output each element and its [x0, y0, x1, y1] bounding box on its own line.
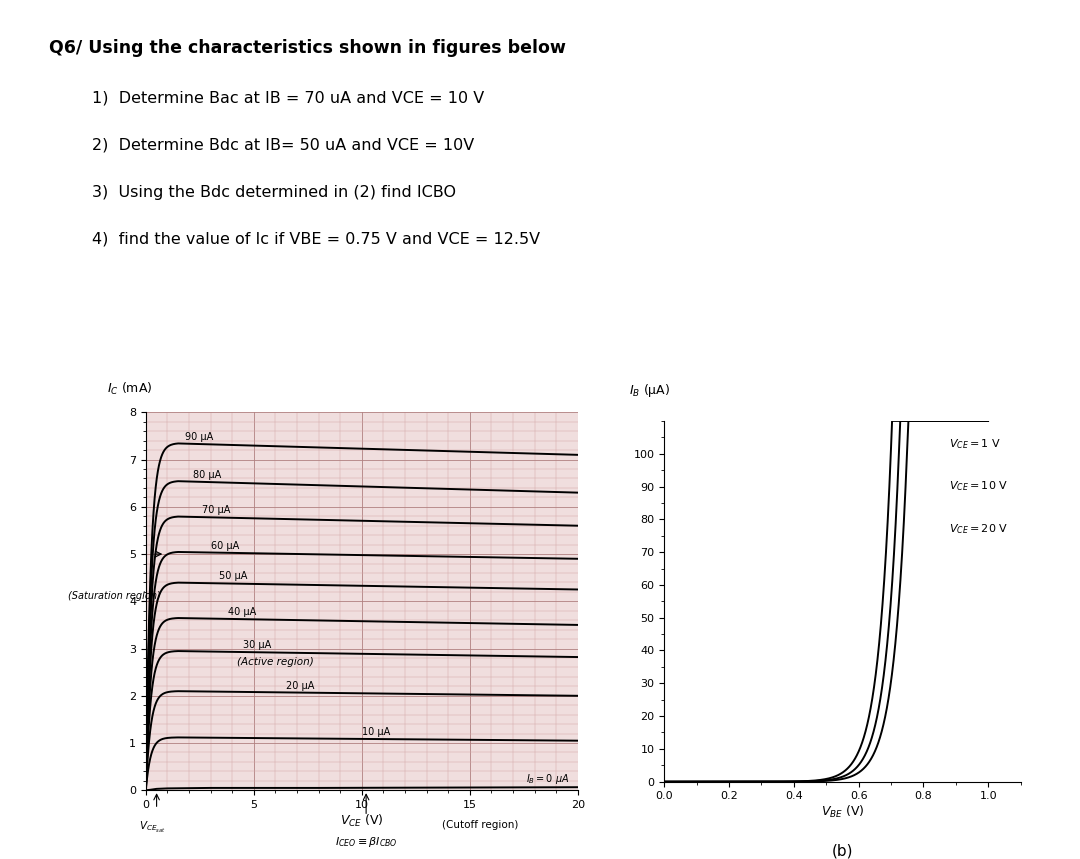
Text: $I_B = 0\ \mu A$: $I_B = 0\ \mu A$: [526, 771, 569, 785]
Text: $V_{CE} = 10$ V: $V_{CE} = 10$ V: [949, 479, 1009, 493]
Text: $I_C$ (mA): $I_C$ (mA): [107, 381, 152, 397]
Text: (Active region): (Active region): [237, 657, 313, 667]
Text: 70 μA: 70 μA: [202, 505, 230, 515]
Text: 40 μA: 40 μA: [228, 607, 256, 617]
Text: 90 μA: 90 μA: [185, 432, 213, 442]
Text: $I_B$ (μA): $I_B$ (μA): [629, 382, 670, 399]
Text: 3)  Using the Bdc determined in (2) find ICBO: 3) Using the Bdc determined in (2) find …: [92, 185, 456, 199]
Text: 80 μA: 80 μA: [193, 470, 221, 479]
Text: 2)  Determine Bdc at IB= 50 uA and VCE = 10V: 2) Determine Bdc at IB= 50 uA and VCE = …: [92, 137, 474, 152]
Text: $V_{CE_{sat}}$: $V_{CE_{sat}}$: [138, 819, 165, 835]
Text: 10 μA: 10 μA: [362, 727, 390, 737]
Text: $V_{CE} = 1$ V: $V_{CE} = 1$ V: [949, 437, 1001, 451]
Text: $I_{CEO}\equiv \beta I_{CBO}$: $I_{CEO}\equiv \beta I_{CBO}$: [335, 835, 397, 850]
Text: (b): (b): [832, 843, 853, 858]
Text: 1)  Determine Bac at IB = 70 uA and VCE = 10 V: 1) Determine Bac at IB = 70 uA and VCE =…: [92, 90, 484, 105]
Text: (Cutoff region): (Cutoff region): [443, 819, 518, 830]
X-axis label: $V_{BE}$ (V): $V_{BE}$ (V): [821, 804, 864, 820]
Text: $V_{CE} = 20$ V: $V_{CE} = 20$ V: [949, 522, 1009, 536]
Text: 30 μA: 30 μA: [243, 640, 271, 650]
Text: 4)  find the value of Ic if VBE = 0.75 V and VCE = 12.5V: 4) find the value of Ic if VBE = 0.75 V …: [92, 232, 540, 247]
Text: 20 μA: 20 μA: [286, 680, 314, 691]
X-axis label: $V_{CE}$ (V): $V_{CE}$ (V): [340, 813, 383, 829]
Text: 50 μA: 50 μA: [219, 571, 247, 582]
Text: (Saturation region): (Saturation region): [68, 591, 161, 601]
Text: 60 μA: 60 μA: [211, 540, 239, 551]
Text: Q6/ Using the characteristics shown in figures below: Q6/ Using the characteristics shown in f…: [49, 39, 566, 57]
